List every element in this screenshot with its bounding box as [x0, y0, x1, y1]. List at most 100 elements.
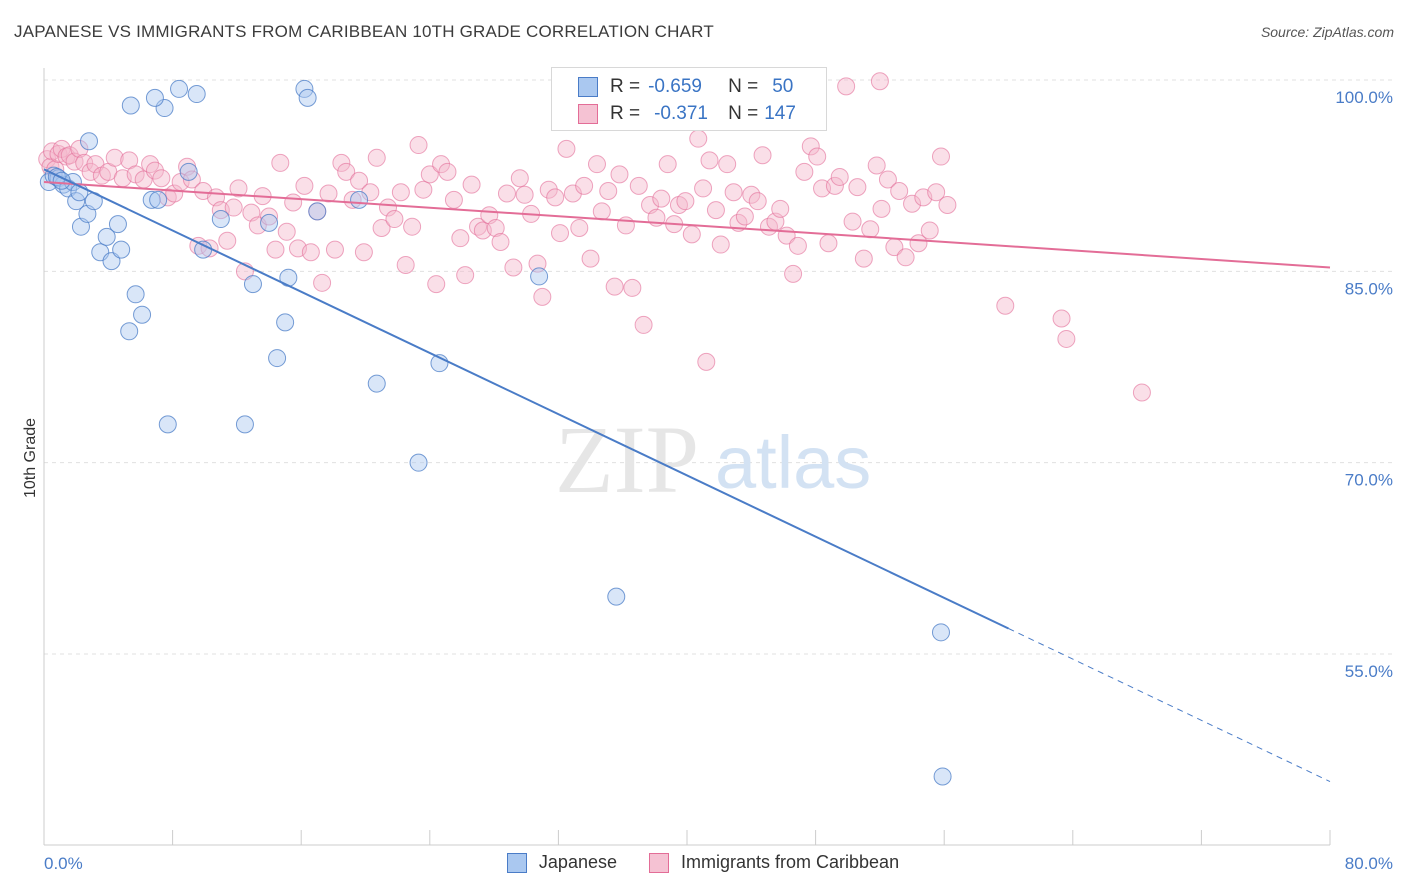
- caribbean-point: [105, 148, 124, 167]
- caribbean-point: [575, 176, 594, 195]
- japanese-point: [120, 322, 139, 341]
- caribbean-point: [70, 139, 89, 158]
- japanese-point: [260, 213, 279, 232]
- caribbean-point: [325, 240, 344, 259]
- y-tick-label: 55.0%: [1345, 662, 1393, 681]
- caribbean-point: [878, 170, 897, 189]
- japanese-point: [268, 349, 287, 368]
- japanese-point: [108, 215, 127, 234]
- caribbean-point: [872, 199, 891, 218]
- caribbean-point: [570, 218, 589, 237]
- caribbean-points: [38, 72, 1151, 402]
- caribbean-point: [890, 181, 909, 200]
- caribbean-point: [385, 210, 404, 229]
- japanese-point: [211, 210, 230, 229]
- n-label: N =: [728, 103, 759, 124]
- caribbean-point: [551, 224, 570, 243]
- caribbean-point: [652, 189, 671, 208]
- legend-item-japanese: Japanese: [506, 852, 617, 873]
- japanese-point: [149, 190, 168, 209]
- caribbean-point: [141, 155, 160, 174]
- r-label: R =: [610, 76, 641, 97]
- caribbean-point: [718, 155, 737, 174]
- caribbean-point: [903, 194, 922, 213]
- japanese-point: [133, 305, 152, 324]
- caribbean-point: [870, 72, 889, 91]
- caribbean-point: [337, 162, 356, 181]
- caribbean-point: [854, 249, 873, 268]
- x-tick-label-min: 0.0%: [44, 854, 83, 873]
- caribbean-point: [396, 255, 415, 274]
- caribbean-point: [931, 147, 950, 166]
- caribbean-point: [420, 165, 439, 184]
- caribbean-point: [623, 278, 642, 297]
- r-label: R =: [610, 103, 641, 124]
- caribbean-point: [510, 169, 529, 188]
- japanese-point: [121, 96, 140, 115]
- caribbean-point: [634, 315, 653, 334]
- y-tick-label: 70.0%: [1345, 471, 1393, 490]
- caribbean-point: [694, 179, 713, 198]
- y-axis-title: 10th Grade: [22, 418, 39, 498]
- caribbean-swatch: [578, 104, 598, 124]
- r-value: -0.371: [654, 103, 708, 124]
- japanese-point: [933, 767, 952, 786]
- caribbean-point: [515, 185, 534, 204]
- caribbean-point: [427, 275, 446, 294]
- caribbean-point: [350, 171, 369, 190]
- caribbean-point: [379, 198, 398, 217]
- caribbean-point: [867, 156, 886, 175]
- caribbean-point: [581, 249, 600, 268]
- caribbean-point: [927, 183, 946, 202]
- caribbean-point: [432, 155, 451, 174]
- legend-label: Immigrants from Caribbean: [681, 852, 900, 872]
- caribbean-point: [592, 202, 611, 221]
- caribbean-point: [808, 147, 827, 166]
- caribbean-point: [224, 198, 243, 217]
- japanese-point: [298, 88, 317, 107]
- caribbean-point: [825, 176, 844, 195]
- caribbean-point: [533, 287, 552, 306]
- caribbean-point: [60, 146, 79, 165]
- japanese-trend-extension: [1008, 628, 1331, 783]
- japanese-point: [367, 374, 386, 393]
- legend-row-caribbean: R = -0.371 N = 147: [552, 101, 796, 127]
- caribbean-point: [938, 196, 957, 215]
- caribbean-point: [301, 243, 320, 262]
- caribbean-point: [658, 155, 677, 174]
- japanese-point: [126, 285, 145, 304]
- japanese-point: [97, 227, 116, 246]
- y-tick-label: 85.0%: [1345, 279, 1393, 298]
- caribbean-point: [444, 190, 463, 209]
- n-label: N =: [728, 76, 759, 97]
- caribbean-point: [354, 243, 373, 262]
- caribbean-point: [830, 167, 849, 186]
- japanese-point: [931, 623, 950, 642]
- japanese-point: [409, 453, 428, 472]
- caribbean-point: [504, 258, 523, 277]
- caribbean-point: [456, 266, 475, 285]
- x-tick-label-max: 80.0%: [1345, 854, 1393, 873]
- caribbean-point: [372, 218, 391, 237]
- caribbean-point: [284, 193, 303, 212]
- caribbean-point: [682, 225, 701, 244]
- chart-title: JAPANESE VS IMMIGRANTS FROM CARIBBEAN 10…: [14, 22, 714, 41]
- japanese-point: [102, 252, 121, 271]
- caribbean-point: [165, 184, 184, 203]
- trend-lines: [43, 168, 1331, 783]
- caribbean-point: [843, 212, 862, 231]
- caribbean-point: [748, 192, 767, 211]
- japanese-point: [530, 267, 549, 286]
- caribbean-swatch: [649, 852, 669, 873]
- japanese-point: [276, 313, 295, 332]
- japanese-point: [112, 240, 131, 259]
- japanese-swatch: [578, 77, 598, 97]
- caribbean-point: [462, 175, 481, 194]
- caribbean-point: [587, 155, 606, 174]
- caribbean-point: [610, 165, 629, 184]
- caribbean-point: [605, 277, 624, 296]
- caribbean-point: [277, 222, 296, 241]
- caribbean-point: [896, 248, 915, 267]
- caribbean-point: [403, 217, 422, 236]
- caribbean-point: [753, 146, 772, 165]
